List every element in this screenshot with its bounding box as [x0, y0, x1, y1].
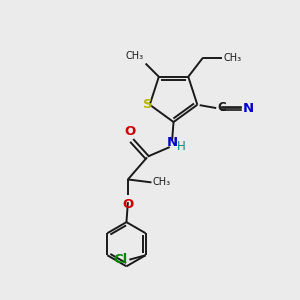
- Text: N: N: [243, 102, 254, 115]
- Text: O: O: [122, 198, 134, 211]
- Text: CH₃: CH₃: [153, 177, 171, 188]
- Text: N: N: [167, 136, 178, 149]
- Text: CH₃: CH₃: [126, 51, 144, 61]
- Text: C: C: [218, 101, 226, 114]
- Text: CH₃: CH₃: [223, 52, 242, 63]
- Text: Cl: Cl: [113, 253, 128, 266]
- Text: S: S: [142, 98, 152, 111]
- Text: O: O: [124, 125, 136, 138]
- Text: H: H: [177, 140, 186, 153]
